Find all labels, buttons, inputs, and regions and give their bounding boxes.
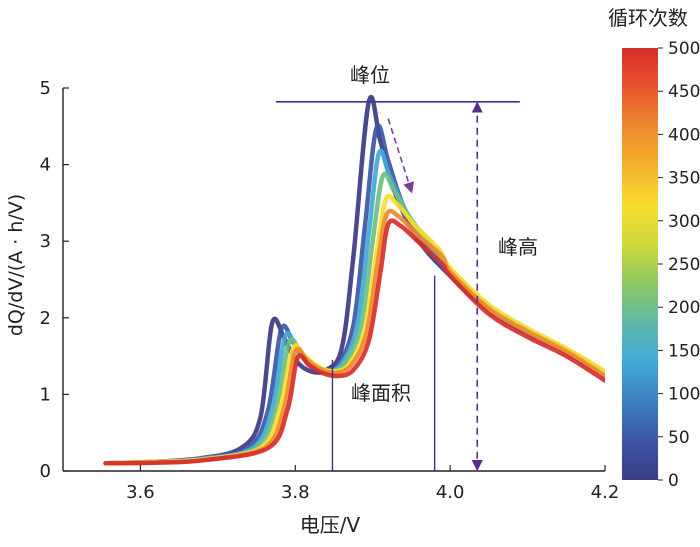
y-tick-label: 2 <box>40 308 51 329</box>
colorbar-tick-label: 450 <box>668 82 700 102</box>
colorbar-tick-label: 50 <box>668 428 690 448</box>
curve-cycle-0 <box>103 95 605 466</box>
y-tick-label: 5 <box>40 78 51 99</box>
curve-cycle-50 <box>103 123 605 466</box>
annotation-peak-height: 峰高 <box>498 235 538 259</box>
y-tick-label: 1 <box>40 384 51 405</box>
annotation-peak-position: 峰位 <box>350 63 390 87</box>
x-axis-label: 电压/V <box>300 513 361 537</box>
colorbar-title: 循环次数 <box>608 6 688 30</box>
axes-group: 3.6 3.8 4.0 4.2 0 1 2 3 4 5 <box>40 78 620 503</box>
colorbar-tick-label: 400 <box>668 125 700 145</box>
y-tick-label: 4 <box>40 155 51 176</box>
colorbar-tick-label: 0 <box>668 471 679 491</box>
annotation-peak-area: 峰面积 <box>351 381 411 405</box>
colorbar-tick-group: 0 50 100 150 200 250 300 350 400 450 500 <box>658 39 700 491</box>
y-tick-label: 0 <box>40 461 51 482</box>
y-tick-label: 3 <box>40 231 51 252</box>
colorbar-tick-label: 100 <box>668 385 700 405</box>
x-tick-label: 3.6 <box>126 482 155 503</box>
x-tick-label: 4.0 <box>436 482 465 503</box>
trend-arrow <box>387 118 415 194</box>
colorbar-tick-label: 150 <box>668 341 700 361</box>
colorbar-tick-label: 300 <box>668 212 700 232</box>
annotation-group <box>275 100 520 472</box>
x-tick-label: 4.2 <box>591 482 620 503</box>
colorbar-tick-label: 200 <box>668 298 700 318</box>
colorbar-bar <box>622 48 658 480</box>
y-axis-label: dQ/dV/(A · h/V) <box>5 194 27 336</box>
x-tick-label: 3.8 <box>281 482 310 503</box>
colorbar-tick-label: 500 <box>668 39 700 59</box>
colorbar-tick-label: 250 <box>668 255 700 275</box>
colorbar-tick-label: 350 <box>668 169 700 189</box>
curve-group <box>103 95 605 466</box>
